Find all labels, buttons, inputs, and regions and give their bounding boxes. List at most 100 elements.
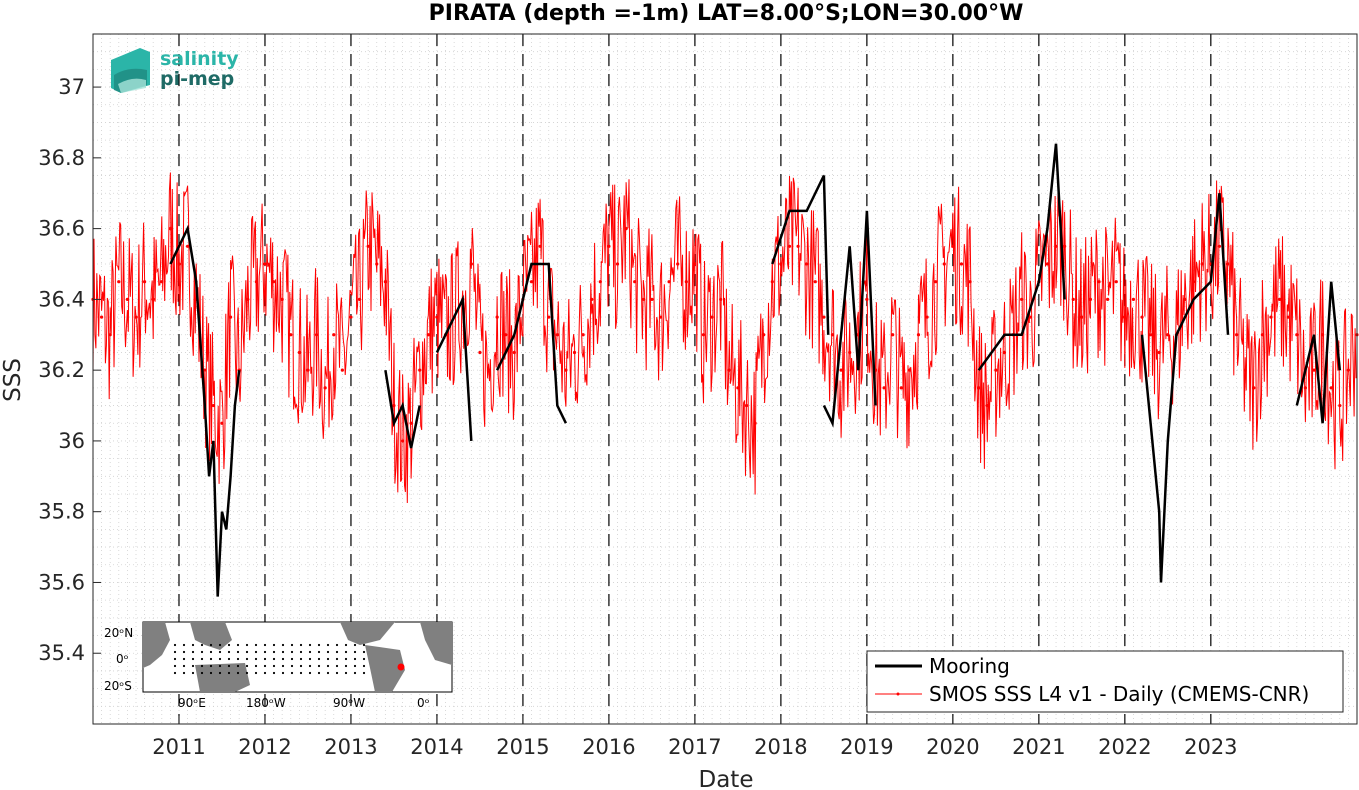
smos-point: [839, 368, 843, 372]
smos-point: [1252, 386, 1256, 390]
map-dot: [326, 650, 330, 654]
smos-point: [289, 333, 293, 337]
smos-point: [117, 280, 121, 284]
map-dot: [218, 657, 222, 661]
smos-point: [99, 315, 104, 319]
mooring-location-marker: [397, 663, 405, 671]
smos-point: [942, 262, 946, 266]
mooring-line-segment: [1295, 281, 1342, 424]
x-axis-label: Date: [699, 767, 754, 790]
map-dot: [209, 650, 213, 654]
x-tick-label: 2017: [668, 735, 721, 759]
y-tick-label: 37: [58, 75, 85, 99]
map-dot: [317, 671, 321, 675]
map-dot: [182, 650, 186, 654]
smos-point: [426, 333, 430, 337]
smos-point: [598, 280, 602, 284]
smos-point: [1045, 262, 1050, 266]
map-dot: [344, 671, 348, 675]
x-tick-label: 2019: [840, 735, 893, 759]
map-dot: [236, 643, 240, 647]
map-dot: [209, 664, 213, 668]
central-america-land: [340, 622, 395, 645]
smos-point: [555, 333, 559, 337]
map-dot: [173, 671, 177, 675]
x-tick-label: 2020: [926, 735, 979, 759]
smos-point: [1192, 280, 1196, 284]
map-dot: [254, 671, 258, 675]
map-dot: [335, 657, 339, 661]
map-dot: [326, 671, 330, 675]
mooring-line-segment: [977, 143, 1066, 371]
map-lon-90w: 90ᵒW: [333, 696, 365, 710]
smos-point: [108, 333, 112, 337]
map-dot: [344, 643, 348, 647]
map-dot: [299, 643, 303, 647]
map-dot: [317, 643, 321, 647]
smos-point: [796, 244, 800, 248]
smos-point: [1312, 368, 1316, 372]
smos-point: [1063, 244, 1067, 248]
smos-point: [211, 403, 215, 408]
map-dot: [281, 657, 285, 661]
map-dot: [245, 650, 249, 654]
map-dot: [308, 664, 312, 668]
map-dot: [335, 643, 339, 647]
map-dot: [227, 643, 231, 647]
map-lat-0: 0ᵒ: [116, 652, 129, 666]
mooring-line-segment: [771, 174, 830, 335]
map-dot: [263, 671, 267, 675]
map-dot: [182, 657, 186, 661]
map-dot: [362, 671, 366, 675]
map-lon-90e: 90ᵒE: [178, 696, 206, 710]
smos-point: [1106, 297, 1110, 301]
smos-point: [667, 280, 671, 284]
smos-point: [478, 350, 482, 355]
map-dot: [353, 671, 357, 675]
smos-point: [297, 350, 301, 355]
smos-point: [1243, 368, 1247, 372]
smos-point: [435, 315, 439, 319]
map-dot: [317, 664, 321, 668]
y-tick-label: 36.2: [38, 358, 85, 382]
x-tick-label: 2016: [582, 735, 635, 759]
map-dot: [335, 650, 339, 654]
map-dot: [245, 671, 249, 675]
smos-point: [581, 333, 585, 337]
map-dot: [200, 664, 204, 668]
map-dot: [191, 664, 195, 668]
map-dot: [254, 657, 258, 661]
smos-point: [787, 244, 792, 248]
smos-point: [607, 244, 611, 248]
smos-point: [486, 368, 491, 372]
smos-point: [822, 315, 826, 319]
y-tick-label: 35.4: [38, 641, 85, 665]
map-dot: [236, 664, 240, 668]
smos-point: [934, 280, 938, 284]
smos-point: [865, 297, 869, 301]
smos-point: [994, 368, 998, 372]
smos-point: [547, 315, 551, 319]
plot-area: [91, 33, 1359, 725]
smos-point: [1114, 280, 1118, 284]
map-dot: [308, 657, 312, 661]
map-lat-20s: 20ᵒS: [104, 679, 132, 693]
smos-point: [409, 421, 413, 425]
map-dot: [362, 664, 366, 668]
smos-point: [736, 386, 740, 390]
smos-point: [891, 333, 895, 337]
smos-point: [134, 315, 138, 319]
smos-point: [280, 297, 284, 301]
smos-point: [392, 403, 396, 408]
x-tick-label: 2018: [754, 735, 807, 759]
map-dot: [326, 643, 330, 647]
logo-line1: salinity: [160, 48, 239, 70]
smos-point: [142, 280, 147, 284]
map-dot: [290, 643, 294, 647]
smos-point: [469, 262, 473, 266]
map-dot: [173, 650, 177, 654]
map-dot: [353, 643, 357, 647]
map-dot: [227, 650, 231, 654]
smos-point: [684, 280, 688, 284]
smos-point: [572, 350, 577, 355]
